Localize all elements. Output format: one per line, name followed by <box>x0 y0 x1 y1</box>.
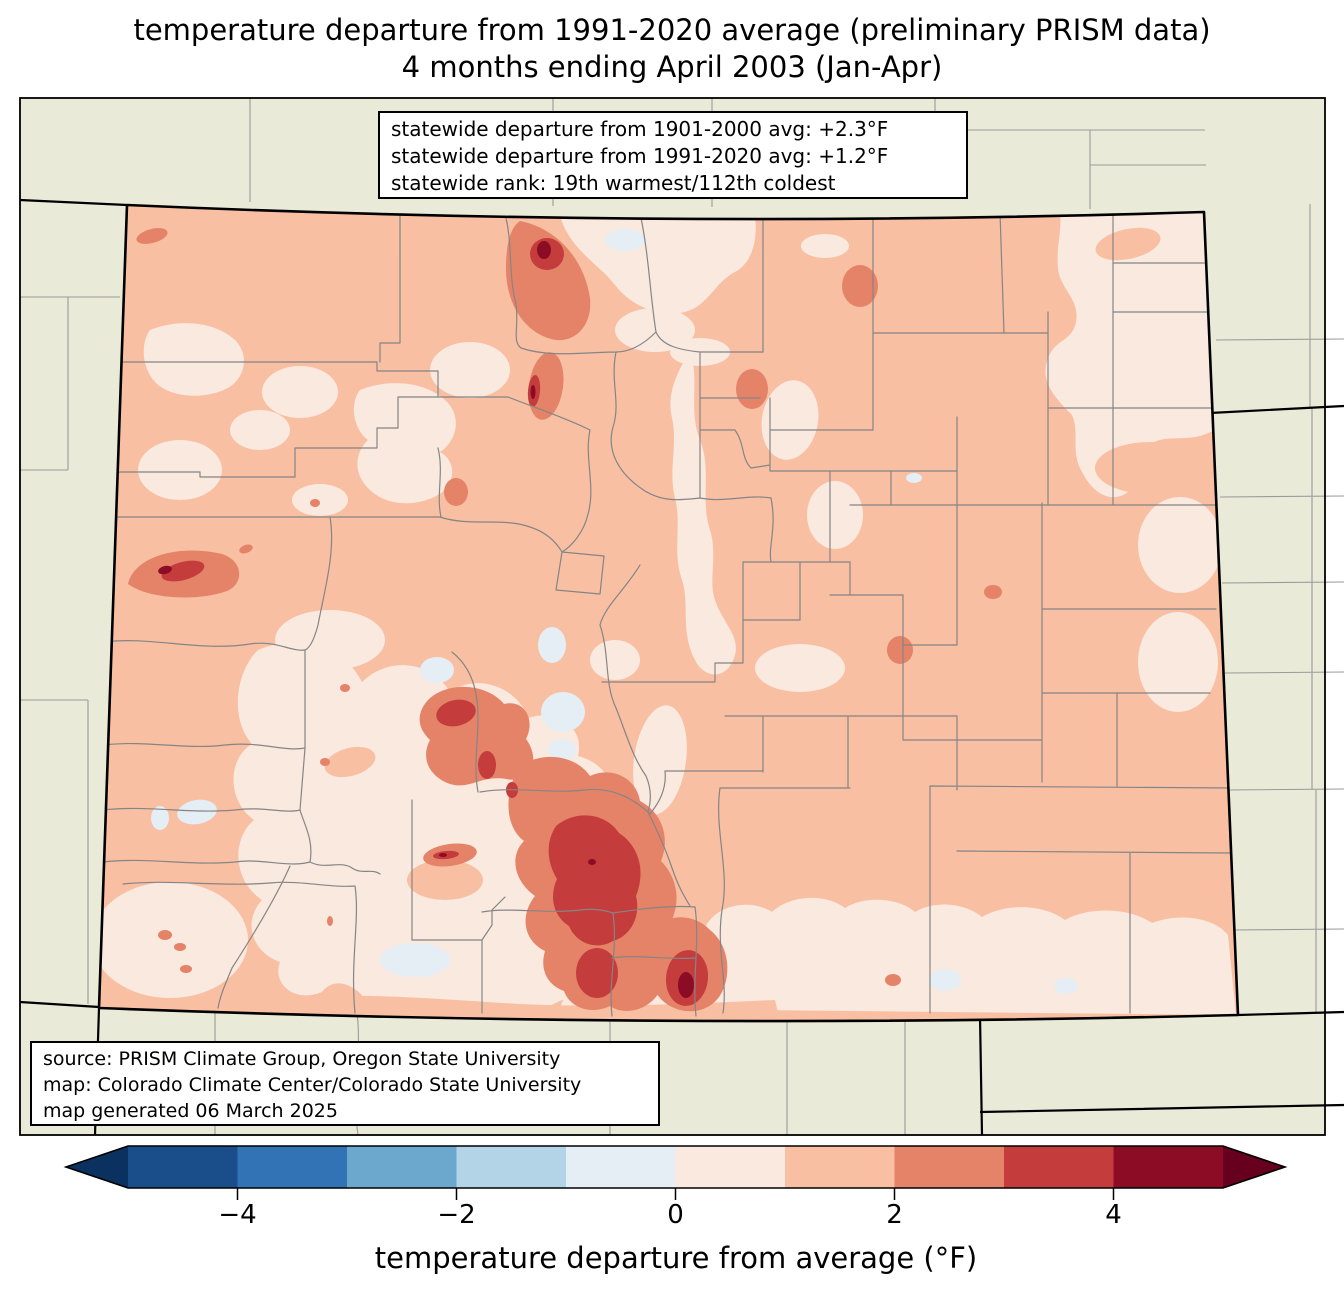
colorbar-axis-label: temperature departure from average (°F) <box>374 1241 978 1275</box>
title-line-2: 4 months ending April 2003 (Jan-Apr) <box>401 50 943 84</box>
temperature-shading <box>99 205 1238 1022</box>
stats-line-rank: statewide rank: 19th warmest/112th colde… <box>391 171 836 195</box>
source-line: source: PRISM Climate Group, Oregon Stat… <box>43 1048 561 1070</box>
stats-line-1901-2000: statewide departure from 1901-2000 avg: … <box>391 117 889 141</box>
colorado-state-border <box>97 203 1240 1023</box>
colorbar <box>63 1145 1288 1200</box>
source-attribution-box: source: PRISM Climate Group, Oregon Stat… <box>30 1041 660 1126</box>
plot-frame <box>19 97 1326 1136</box>
title-line-1: temperature departure from 1991-2020 ave… <box>133 13 1211 47</box>
colorbar-tick-label: 4 <box>1105 1200 1122 1230</box>
statewide-stats-box: statewide departure from 1901-2000 avg: … <box>378 111 968 199</box>
colorbar-tick-label: −2 <box>437 1200 476 1230</box>
colorbar-tick-label: −4 <box>218 1200 257 1230</box>
generated-date-line: map generated 06 March 2025 <box>43 1100 338 1122</box>
stats-line-1991-2020: statewide departure from 1991-2020 avg: … <box>391 144 889 168</box>
colorbar-tick-label: 2 <box>886 1200 903 1230</box>
map-credit-line: map: Colorado Climate Center/Colorado St… <box>43 1074 582 1096</box>
figure-title: temperature departure from 1991-2020 ave… <box>0 12 1344 86</box>
colorbar-tick-label: 0 <box>667 1200 684 1230</box>
colorado-county-lines <box>102 211 1233 1017</box>
